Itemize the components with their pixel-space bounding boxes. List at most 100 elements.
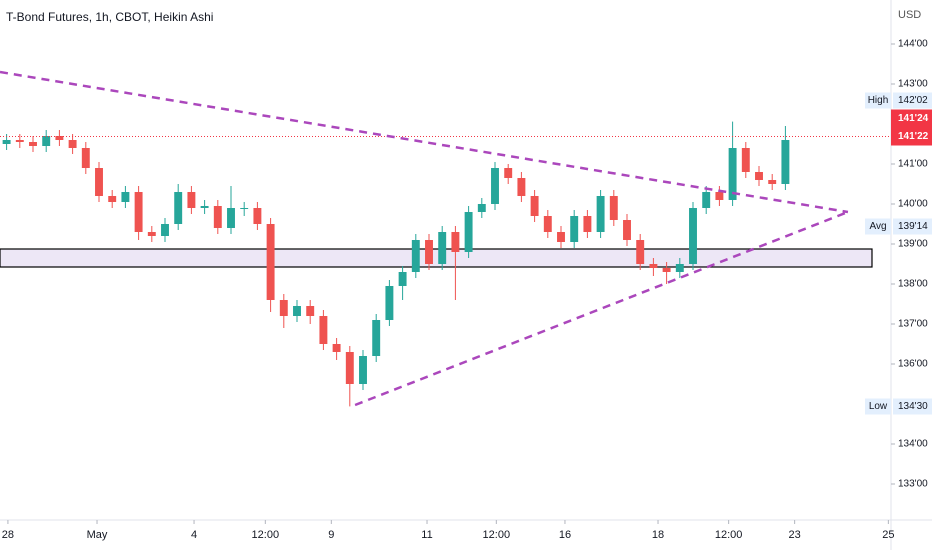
candle-body — [161, 224, 169, 236]
candle-body — [543, 216, 552, 232]
candle-body — [174, 192, 183, 224]
stat-name-box — [865, 92, 891, 109]
y-tick-label: 136'00 — [898, 359, 928, 370]
x-tick-label: 18 — [652, 529, 664, 541]
candle-body — [29, 142, 37, 146]
candle-body — [55, 136, 64, 140]
x-tick-label: 23 — [789, 529, 801, 541]
candle-body — [345, 352, 354, 384]
stat-value-box — [893, 398, 932, 415]
candle-body — [728, 148, 737, 200]
candle-body — [675, 264, 684, 272]
candle-body — [623, 220, 631, 240]
stat-name: High — [868, 95, 889, 106]
chart-title: T-Bond Futures, 1h, CBOT, Heikin Ashi — [6, 10, 213, 24]
price-tag: 141'24 — [898, 113, 929, 124]
candle-body — [570, 216, 579, 242]
candle-body — [385, 286, 394, 320]
y-tick-label: 137'00 — [898, 319, 928, 330]
y-tick-label: 141'00 — [898, 159, 928, 170]
candle-body — [517, 178, 526, 196]
candle-body — [689, 208, 697, 264]
stat-name-box — [865, 218, 891, 235]
candle-body — [636, 240, 645, 264]
stat-value: 139'14 — [898, 221, 928, 232]
zone — [0, 248, 873, 268]
x-tick-label: 4 — [191, 529, 197, 541]
candle-body — [504, 168, 513, 178]
candle-body — [781, 140, 790, 184]
candle-body — [2, 140, 11, 144]
candle-body — [187, 192, 196, 208]
stat-name-box — [865, 398, 891, 415]
x-tick-label: 9 — [328, 529, 334, 541]
candle-body — [279, 300, 288, 316]
candle-body — [411, 240, 420, 272]
candle-body — [451, 232, 460, 252]
x-tick-label: 12:00 — [715, 529, 743, 541]
candle-body — [200, 206, 209, 208]
candle-body — [95, 168, 103, 196]
candle-body — [425, 240, 433, 264]
trendline — [354, 210, 849, 407]
price-tag-box — [891, 127, 932, 146]
candle-body — [253, 208, 262, 224]
candle-body — [649, 264, 658, 268]
candle-body — [121, 192, 130, 202]
stat-value: 134'30 — [898, 401, 928, 412]
candle-body — [108, 196, 117, 202]
x-tick-label: 25 — [882, 529, 894, 541]
stat-name: Low — [869, 401, 888, 412]
candle-body — [662, 268, 671, 272]
y-tick-label: 139'00 — [898, 239, 928, 250]
candle-body — [332, 344, 341, 352]
x-tick-label: 16 — [559, 529, 571, 541]
candle-body — [609, 196, 618, 220]
candle-body — [213, 206, 222, 228]
candle-body — [768, 180, 777, 184]
candle-body — [81, 148, 90, 168]
stat-value: 142'02 — [898, 95, 928, 106]
candle-body — [741, 148, 750, 172]
candle-body — [147, 232, 156, 236]
x-tick-label: May — [87, 529, 108, 541]
trendline — [0, 70, 849, 214]
candle-body — [227, 208, 235, 228]
y-tick-label: 134'00 — [898, 439, 928, 450]
candle-body — [596, 196, 605, 232]
candle-body — [15, 140, 24, 142]
y-tick-label: 143'00 — [898, 79, 928, 90]
y-tick-label: 133'00 — [898, 479, 928, 490]
candle-body — [68, 140, 77, 148]
candle-body — [293, 306, 301, 316]
candle-body — [398, 272, 407, 286]
candle-body — [755, 172, 763, 180]
candle-body — [438, 232, 447, 264]
candle-body — [715, 192, 724, 200]
candle-body — [319, 316, 328, 344]
candle-body — [557, 232, 565, 242]
x-tick-label: 12:00 — [252, 529, 280, 541]
candle-body — [266, 224, 275, 300]
price-tag: 141'22 — [898, 131, 929, 142]
candle-body — [583, 216, 592, 232]
candle-body — [240, 208, 249, 209]
candle-body — [359, 356, 367, 384]
y-tick-label: 138'00 — [898, 279, 928, 290]
candle-body — [477, 204, 486, 212]
y-tick-label: 140'00 — [898, 199, 928, 210]
currency-unit: USD — [898, 9, 921, 21]
stat-value-box — [893, 92, 932, 109]
candle-body — [702, 192, 711, 208]
candle-body — [491, 168, 499, 204]
candle-body — [134, 192, 143, 232]
price-tag-box — [891, 109, 932, 128]
y-tick-label: 144'00 — [898, 39, 928, 50]
candle-body — [42, 136, 51, 146]
candle-body — [464, 212, 473, 252]
candle-body — [306, 306, 315, 316]
x-tick-label: 28 — [2, 529, 14, 541]
x-tick-label: 12:00 — [483, 529, 511, 541]
